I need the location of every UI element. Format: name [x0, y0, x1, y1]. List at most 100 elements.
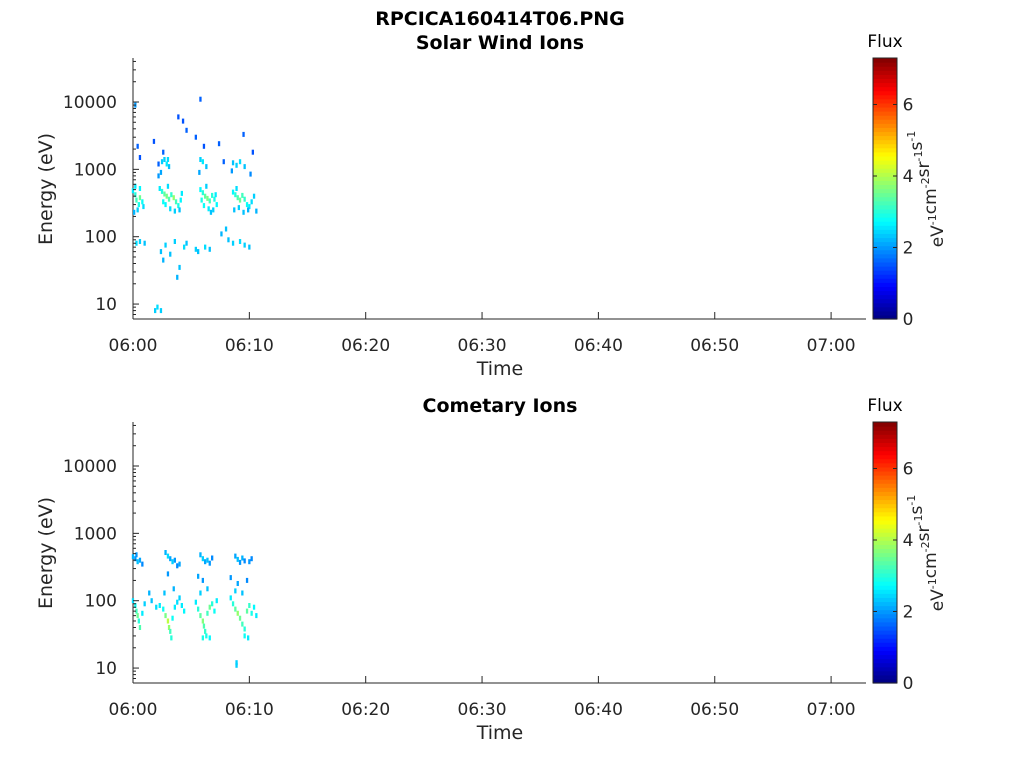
- colorbar-swatch: [873, 662, 897, 668]
- colorbar-swatch: [873, 147, 897, 153]
- heatmap-cell: [162, 606, 165, 612]
- heatmap-cell: [136, 143, 139, 149]
- colorbar-swatch: [873, 613, 897, 619]
- colorbar-swatch: [873, 589, 897, 594]
- colorbar-swatch: [873, 98, 897, 104]
- x-tick-label: 06:20: [341, 700, 390, 720]
- colorbar-swatch: [873, 434, 897, 439]
- heatmap-cell: [213, 608, 216, 614]
- colorbar-swatch: [873, 192, 897, 198]
- heatmap-cell: [166, 157, 170, 162]
- heatmap-cell: [150, 598, 153, 604]
- heatmap-cell: [167, 164, 171, 170]
- heatmap-cell: [245, 577, 249, 583]
- heatmap-cell: [138, 557, 142, 563]
- colorbar-tick-label: 6: [903, 95, 914, 115]
- heatmap-cell: [138, 186, 142, 191]
- heatmap-cell: [169, 556, 172, 562]
- heatmap-cell: [173, 604, 176, 610]
- y-tick-label: 1000: [74, 524, 117, 544]
- heatmap-cell: [252, 193, 256, 199]
- heatmap-cell: [166, 618, 170, 624]
- heatmap-cell: [234, 606, 237, 612]
- heatmap-cell: [134, 556, 137, 562]
- heatmap-cell: [134, 603, 137, 608]
- colorbar-swatch: [873, 454, 897, 460]
- heatmap-cell: [208, 246, 211, 252]
- x-axis-ticks: 06:00 06:10 06:20 06:30 06:40 06:50 07:00: [109, 312, 856, 356]
- colorbar-swatch: [873, 495, 897, 501]
- colorbar-swatch: [873, 650, 897, 656]
- heatmap-cell: [206, 557, 209, 563]
- colorbar-swatch: [873, 111, 897, 116]
- colorbar-swatch: [873, 658, 897, 664]
- colorbar-swatch: [873, 58, 897, 63]
- heatmap-cell: [166, 183, 170, 189]
- colorbar-swatch: [873, 261, 897, 267]
- heatmap-cell: [194, 599, 197, 605]
- heatmap-cell: [243, 626, 246, 632]
- colorbar-swatch: [873, 426, 897, 431]
- colorbar-swatch: [873, 278, 897, 283]
- heatmap-cell: [154, 308, 157, 314]
- colorbar-swatch: [873, 78, 897, 84]
- heatmap-cell: [243, 164, 246, 170]
- colorbar-swatch: [873, 544, 897, 550]
- colorbar-title: Flux: [867, 32, 902, 52]
- heatmap-cell: [134, 192, 137, 198]
- heatmap-cell: [199, 552, 202, 558]
- heatmap-cells: [131, 550, 258, 668]
- heatmap-cell: [159, 249, 163, 255]
- x-axis-ticks: 06:00 06:10 06:20 06:30 06:40 06:50 07:00: [109, 676, 856, 720]
- x-tick-label: 06:00: [109, 336, 158, 356]
- colorbar-swatch: [873, 217, 897, 222]
- heatmap-cell: [141, 561, 144, 567]
- heatmap-cell: [238, 197, 242, 203]
- x-tick-label: 06:30: [458, 336, 507, 356]
- heatmap-cell: [164, 242, 167, 248]
- colorbar-swatch: [873, 597, 897, 603]
- y-tick-label: 100: [85, 228, 117, 248]
- y-axis-ticks: 10 100 1000 10000: [63, 424, 139, 684]
- colorbar-swatch: [873, 196, 897, 202]
- colorbar-unit-label: eV-1cm-2sr-1s-1: [905, 131, 948, 248]
- colorbar-swatch: [873, 523, 897, 529]
- heatmap-cell: [169, 628, 172, 634]
- heatmap-cell: [208, 560, 211, 566]
- plot-area: [132, 58, 866, 320]
- heatmap-cell: [213, 196, 216, 202]
- heatmap-cell: [205, 633, 208, 639]
- colorbar-swatch: [873, 94, 897, 100]
- colorbar-swatch: [873, 257, 897, 263]
- heatmap-cell: [236, 581, 239, 586]
- heatmap-cell: [135, 608, 138, 614]
- heatmap-cell: [234, 553, 237, 559]
- colorbar-swatch: [873, 314, 897, 320]
- heatmap-cell: [167, 625, 171, 630]
- heatmap-cell: [243, 633, 246, 639]
- heatmap-cell: [172, 195, 175, 201]
- colorbar-swatch: [873, 617, 897, 623]
- heatmap-cell: [169, 251, 172, 257]
- colorbar-swatch: [873, 629, 897, 635]
- colorbar-swatch: [873, 298, 897, 304]
- heatmap-cell: [238, 239, 242, 244]
- heatmap-cell: [214, 192, 217, 198]
- colorbar-swatch: [873, 290, 897, 296]
- colorbar-swatch: [873, 442, 897, 448]
- heatmap-cell: [222, 159, 225, 165]
- colorbar-swatch: [873, 638, 897, 643]
- heatmap-cell: [183, 244, 186, 250]
- heatmap-cell: [255, 613, 258, 619]
- heatmap-cell: [238, 559, 242, 565]
- heatmap-cell: [242, 131, 245, 137]
- panel-title: Cometary Ions: [423, 395, 578, 417]
- colorbar-swatch: [873, 450, 897, 456]
- heatmap-cell: [211, 601, 214, 607]
- heatmap-cell: [148, 590, 151, 596]
- heatmap-cell: [252, 604, 256, 610]
- colorbar-swatch: [873, 552, 897, 558]
- heatmap-cell: [227, 237, 230, 243]
- y-tick-label: 100: [85, 592, 117, 612]
- colorbar-tick-label: 2: [903, 238, 914, 258]
